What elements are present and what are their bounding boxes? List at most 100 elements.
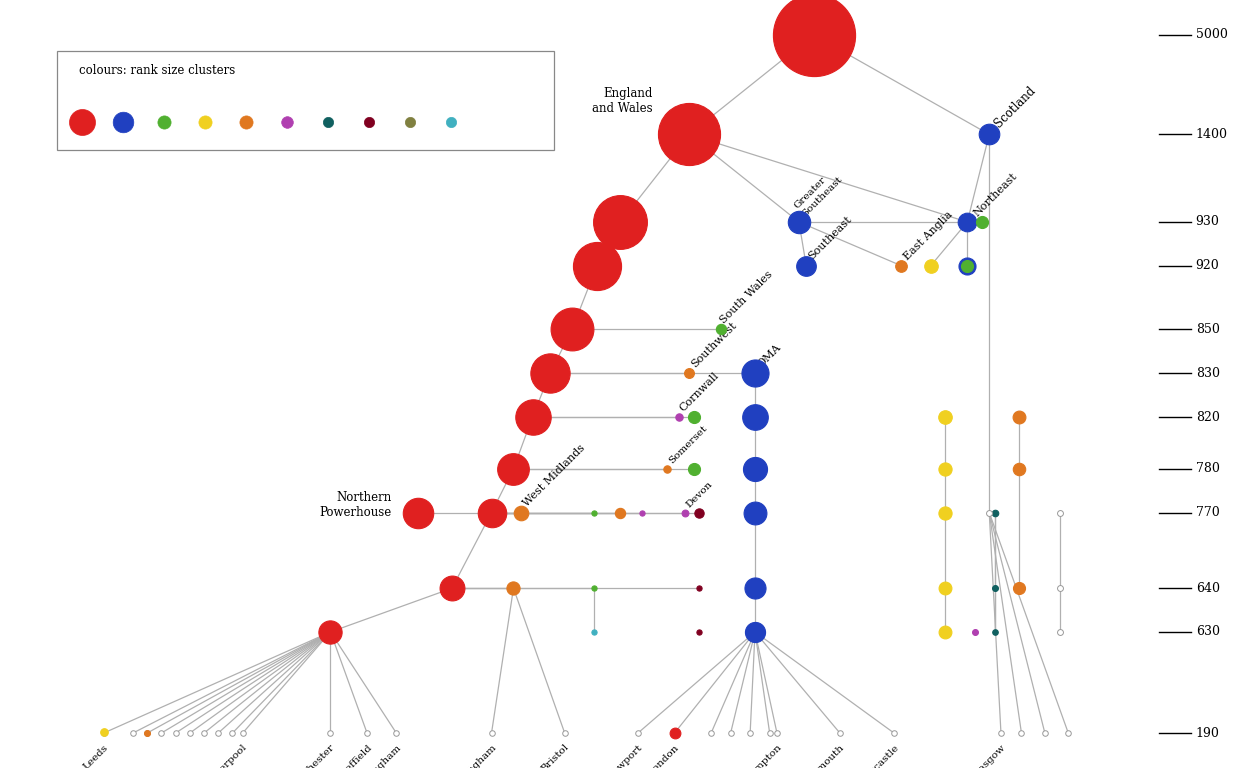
Point bbox=[985, 626, 1005, 638]
Point bbox=[71, 116, 91, 128]
Text: 770: 770 bbox=[1196, 506, 1219, 519]
Text: Glasgow: Glasgow bbox=[970, 743, 1007, 768]
Text: Portsmouth: Portsmouth bbox=[796, 743, 846, 768]
Text: Cornwall: Cornwall bbox=[678, 371, 721, 414]
Point bbox=[195, 116, 215, 128]
Point bbox=[1050, 582, 1070, 594]
Point bbox=[684, 411, 704, 423]
Point bbox=[387, 727, 407, 740]
Point bbox=[441, 116, 461, 128]
Point bbox=[935, 582, 955, 594]
Point bbox=[669, 411, 689, 423]
Text: Southwest: Southwest bbox=[689, 320, 739, 369]
Text: Birmingham: Birmingham bbox=[446, 743, 498, 768]
Point bbox=[166, 727, 186, 740]
Text: colours: rank size clusters: colours: rank size clusters bbox=[79, 65, 235, 78]
Point bbox=[689, 506, 709, 518]
Point bbox=[935, 506, 955, 518]
Point bbox=[510, 506, 530, 518]
Point bbox=[321, 626, 341, 638]
Point bbox=[399, 116, 419, 128]
Text: 1400: 1400 bbox=[1196, 128, 1228, 141]
Point bbox=[980, 128, 1000, 141]
Point bbox=[137, 727, 157, 740]
Point bbox=[745, 582, 765, 594]
Point bbox=[633, 506, 653, 518]
Point bbox=[154, 116, 173, 128]
Point bbox=[689, 582, 709, 594]
FancyBboxPatch shape bbox=[56, 51, 554, 151]
Point bbox=[137, 727, 157, 740]
Point bbox=[921, 260, 941, 272]
Point bbox=[768, 727, 787, 740]
Point bbox=[957, 260, 977, 272]
Text: Southampton: Southampton bbox=[726, 743, 784, 768]
Point bbox=[745, 506, 765, 518]
Point bbox=[610, 216, 630, 228]
Text: Somerset: Somerset bbox=[666, 424, 709, 465]
Point bbox=[684, 462, 704, 475]
Text: 850: 850 bbox=[1196, 323, 1219, 336]
Point bbox=[442, 582, 462, 594]
Point bbox=[503, 462, 523, 475]
Text: Newport: Newport bbox=[605, 743, 644, 768]
Point bbox=[193, 727, 213, 740]
Point bbox=[935, 462, 955, 475]
Point bbox=[711, 323, 731, 336]
Point bbox=[554, 727, 574, 740]
Point bbox=[804, 28, 824, 41]
Point bbox=[745, 411, 765, 423]
Point bbox=[122, 727, 142, 740]
Text: 5000: 5000 bbox=[1196, 28, 1228, 41]
Point bbox=[584, 626, 604, 638]
Point bbox=[760, 727, 780, 740]
Text: 630: 630 bbox=[1196, 625, 1219, 638]
Point bbox=[1050, 506, 1070, 518]
Text: Sheffield: Sheffield bbox=[334, 743, 373, 768]
Text: Southeast: Southeast bbox=[806, 215, 854, 262]
Point bbox=[935, 411, 955, 423]
Point bbox=[180, 727, 200, 740]
Point bbox=[208, 727, 228, 740]
Point bbox=[1050, 626, 1070, 638]
Point bbox=[408, 506, 428, 518]
Text: Newcastle: Newcastle bbox=[855, 743, 901, 768]
Point bbox=[965, 626, 985, 638]
Point bbox=[891, 260, 911, 272]
Text: 190: 190 bbox=[1196, 727, 1219, 740]
Point bbox=[740, 727, 760, 740]
Point bbox=[884, 727, 904, 740]
Point bbox=[482, 506, 502, 518]
Point bbox=[1008, 582, 1028, 594]
Text: OMA: OMA bbox=[755, 342, 782, 369]
Text: Scotland: Scotland bbox=[992, 84, 1038, 131]
Text: Bristol: Bristol bbox=[540, 743, 572, 768]
Text: 920: 920 bbox=[1196, 260, 1219, 273]
Point bbox=[675, 506, 695, 518]
Text: Northern
Powerhouse: Northern Powerhouse bbox=[319, 491, 392, 518]
Point bbox=[358, 116, 378, 128]
Point bbox=[236, 116, 256, 128]
Point bbox=[277, 116, 297, 128]
Point bbox=[587, 260, 607, 272]
Text: East Anglia: East Anglia bbox=[901, 209, 955, 262]
Text: Devon: Devon bbox=[684, 479, 714, 509]
Text: West Midlands: West Midlands bbox=[522, 443, 587, 508]
Point bbox=[151, 727, 171, 740]
Text: Manchester: Manchester bbox=[286, 743, 337, 768]
Point bbox=[584, 506, 604, 518]
Point bbox=[745, 367, 765, 379]
Point bbox=[94, 727, 114, 739]
Text: 830: 830 bbox=[1196, 367, 1219, 379]
Point bbox=[1008, 411, 1028, 423]
Point bbox=[94, 727, 114, 740]
Point bbox=[991, 727, 1011, 740]
Point bbox=[222, 727, 242, 740]
Point bbox=[985, 506, 1005, 518]
Point bbox=[789, 216, 809, 228]
Point bbox=[610, 506, 630, 518]
Point bbox=[980, 506, 1000, 518]
Point bbox=[1035, 727, 1055, 740]
Point bbox=[985, 582, 1005, 594]
Text: Northeast: Northeast bbox=[972, 170, 1020, 218]
